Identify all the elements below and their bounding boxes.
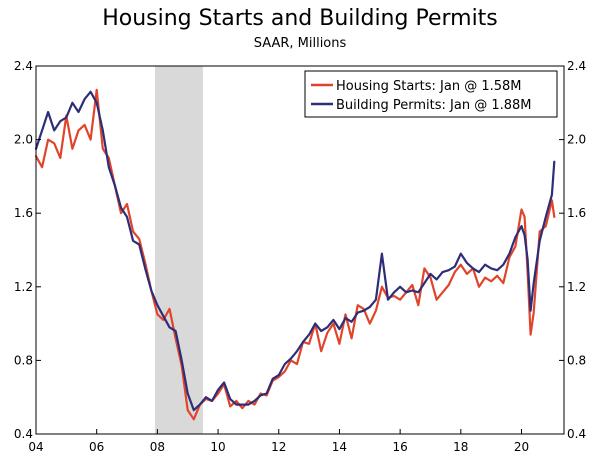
y-tick-label-left: 1.6 xyxy=(14,206,33,220)
legend-box xyxy=(304,70,558,118)
chart-title: Housing Starts and Building Permits xyxy=(102,6,498,31)
y-tick-label-right: 0.8 xyxy=(567,353,586,367)
y-tick-label-right: 1.6 xyxy=(567,206,586,220)
y-tick-label-right: 2.4 xyxy=(567,59,586,73)
x-tick-label: 08 xyxy=(150,440,165,454)
y-tick-label-left: 0.8 xyxy=(14,353,33,367)
series-line-0 xyxy=(34,88,556,421)
x-tick-label: 10 xyxy=(210,440,225,454)
x-tick-label: 20 xyxy=(514,440,529,454)
x-tick-label: 16 xyxy=(392,440,407,454)
legend-label-0: Housing Starts: Jan @ 1.58M xyxy=(336,79,522,94)
x-tick-label: 04 xyxy=(28,440,43,454)
y-tick-label-left: 1.2 xyxy=(14,280,33,294)
y-tick-label-right: 1.2 xyxy=(567,280,586,294)
x-tick-label: 18 xyxy=(453,440,468,454)
x-tick-label: 14 xyxy=(332,440,347,454)
chart-subtitle: SAAR, Millions xyxy=(253,36,347,51)
y-tick-label-left: 2.0 xyxy=(14,133,33,147)
plot-frame xyxy=(35,65,565,435)
legend-label-1: Building Permits: Jan @ 1.88M xyxy=(336,98,531,113)
y-tick-label-left: 0.4 xyxy=(14,427,33,441)
x-tick-label: 12 xyxy=(271,440,286,454)
y-tick-label-right: 2.0 xyxy=(567,133,586,147)
x-tick-label: 06 xyxy=(89,440,104,454)
y-tick-label-right: 0.4 xyxy=(567,427,586,441)
recession-shading xyxy=(154,66,203,434)
series-line-1 xyxy=(34,90,556,412)
y-tick-label-left: 2.4 xyxy=(14,59,33,73)
